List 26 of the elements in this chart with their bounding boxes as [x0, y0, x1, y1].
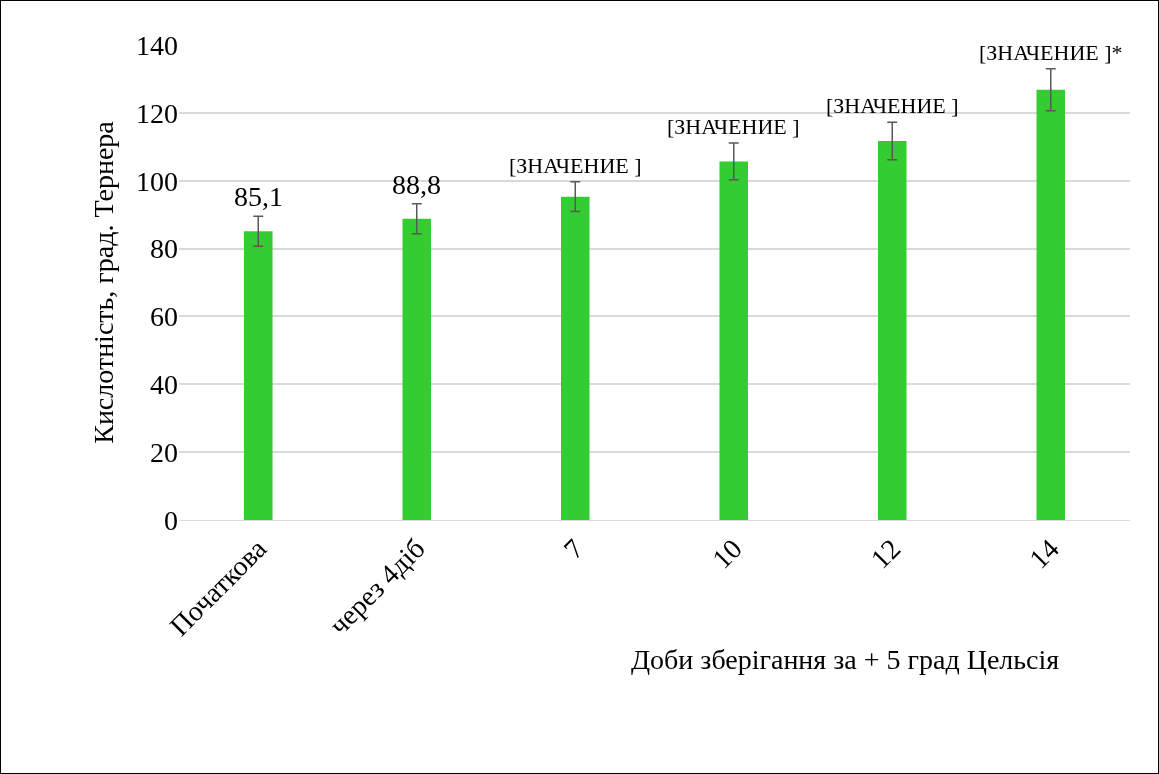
y-tick-label: 100 [136, 165, 178, 197]
bar [402, 218, 432, 520]
data-label: [ЗНАЧЕНИЕ ] [667, 114, 800, 139]
data-label: 88,8 [392, 169, 441, 200]
x-tick-label: 10 [706, 532, 748, 575]
bar [877, 141, 907, 520]
x-axis-title: Доби зберігання за + 5 град Цельсія [631, 644, 1060, 675]
x-tick-label: 7 [557, 532, 590, 565]
y-tick-label: 120 [136, 97, 178, 129]
x-tick-label: 14 [1023, 532, 1065, 575]
data-label: 85,1 [234, 181, 283, 212]
y-tick-label: 80 [150, 233, 178, 265]
bar [1036, 89, 1066, 520]
y-tick-label: 60 [150, 301, 178, 333]
y-tick-label: 40 [150, 369, 178, 401]
data-label: [ЗНАЧЕНИЕ ] [509, 153, 642, 178]
bar [719, 161, 749, 520]
x-tick-label: 12 [864, 532, 907, 575]
data-label: [ЗНАЧЕНИЕ ]* [979, 40, 1123, 65]
y-tick-label: 20 [150, 436, 178, 468]
y-axis-title: Кислотність, град. Тернера [88, 120, 119, 444]
bar [243, 231, 273, 520]
data-label: [ЗНАЧЕНИЕ ] [826, 93, 959, 118]
bar [560, 196, 590, 520]
y-tick-label: 140 [136, 29, 178, 61]
y-tick-label: 0 [164, 504, 178, 536]
